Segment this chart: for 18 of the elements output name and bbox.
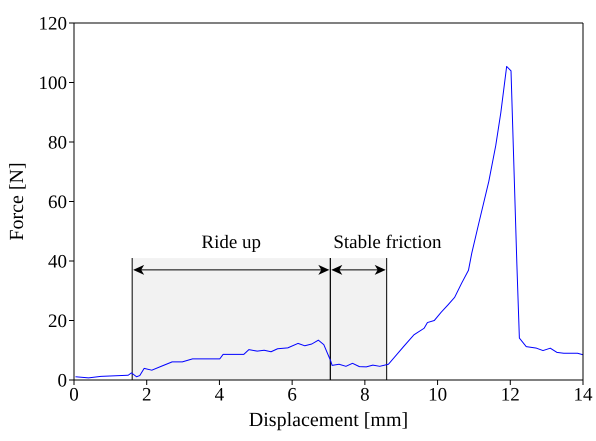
- y-tick-label: 20: [48, 311, 67, 332]
- y-tick-label: 80: [48, 132, 67, 154]
- y-tick-label: 120: [38, 14, 67, 35]
- x-tick-label: 12: [500, 384, 520, 406]
- y-tick-label: 0: [58, 370, 67, 392]
- band-label: Ride up: [201, 232, 262, 253]
- y-tick-label: 40: [48, 252, 67, 273]
- y-axis-title: Force [N]: [6, 162, 28, 241]
- x-tick-label: 6: [287, 384, 297, 406]
- x-tick-label: 10: [428, 384, 448, 406]
- x-axis-title: Displacement [mm]: [248, 409, 408, 431]
- x-tick-label: 8: [360, 384, 370, 406]
- y-tick-label: 100: [38, 73, 67, 94]
- band-label: Stable friction: [333, 232, 442, 253]
- x-tick-label: 4: [214, 384, 225, 406]
- x-tick-label: 2: [142, 384, 152, 406]
- y-tick-label: 60: [48, 192, 67, 214]
- x-tick-label: 14: [574, 384, 593, 406]
